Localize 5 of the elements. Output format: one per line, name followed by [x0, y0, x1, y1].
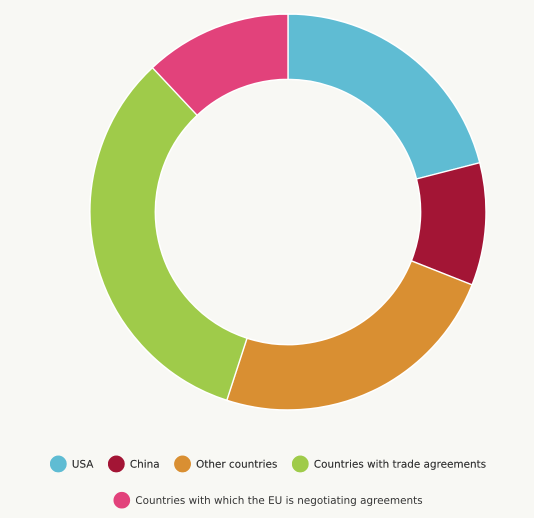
legend-label: China: [130, 460, 159, 468]
legend-label: Other countries: [196, 460, 277, 468]
legend-label: Countries with which the EU is negotiating agreements: [136, 496, 422, 506]
legend-label: Countries with trade agreements: [314, 460, 486, 470]
legend-label: USA: [72, 460, 94, 468]
